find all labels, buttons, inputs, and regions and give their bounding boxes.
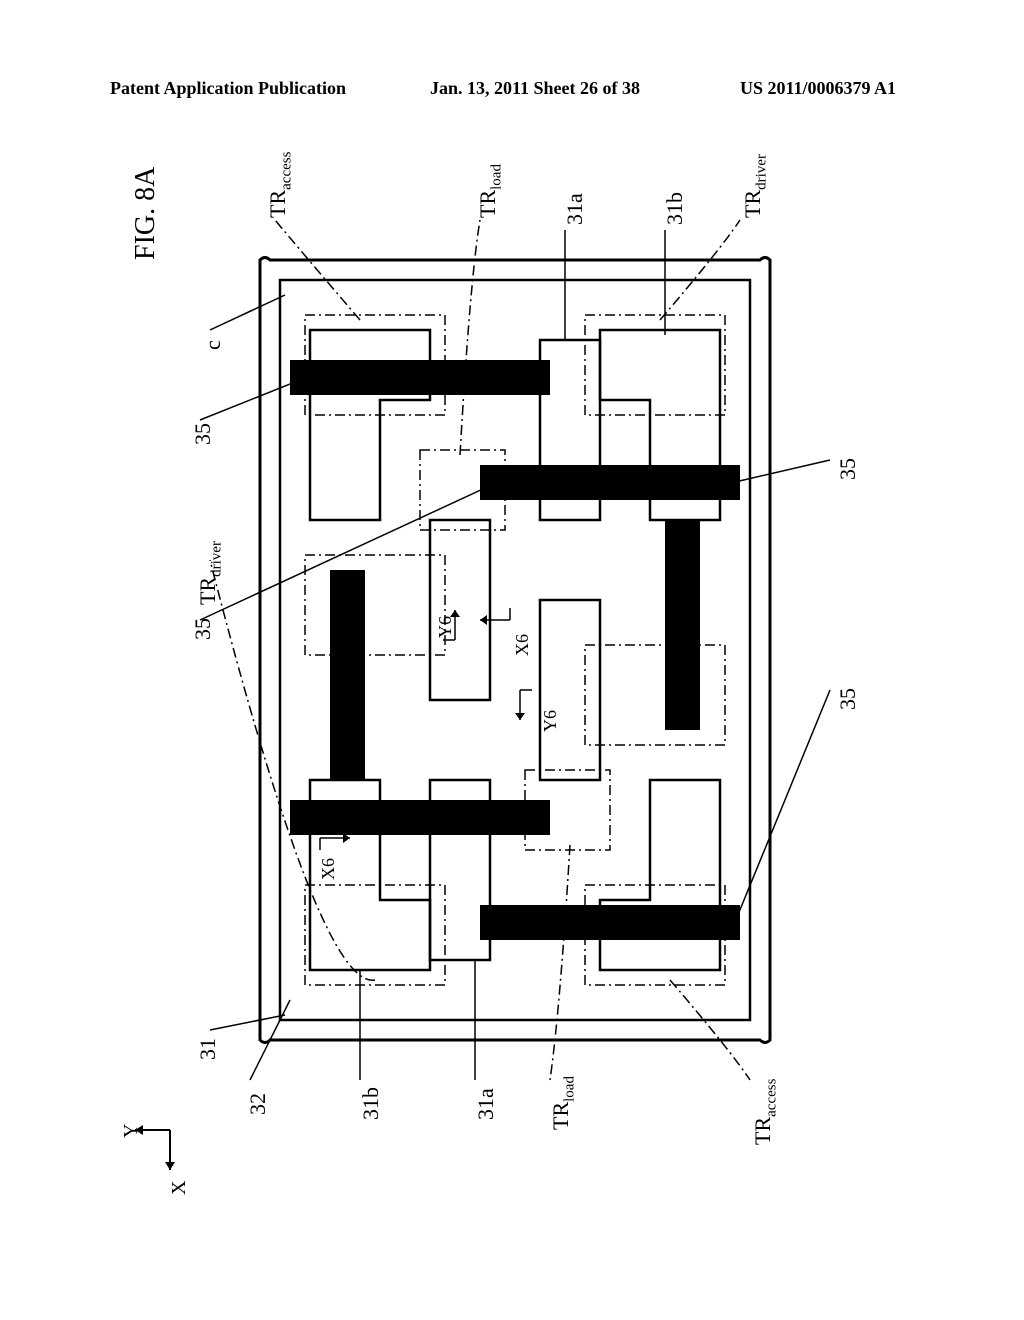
gate-vert-right: [665, 520, 700, 730]
label-tr-load-b: TRload: [548, 1076, 578, 1130]
tr-box-mr: [585, 645, 725, 745]
header-center: Jan. 13, 2011 Sheet 26 of 38: [430, 78, 640, 99]
figure-8a: FIG. 8A: [80, 160, 940, 1240]
label-35-3: 35: [835, 458, 861, 480]
label-y-axis: Y: [120, 1124, 143, 1138]
gate-35-top-left: [290, 360, 550, 395]
active-region-tl: [310, 330, 430, 520]
label-tr-load-t: TRload: [475, 164, 505, 218]
label-31a-t: 31a: [562, 193, 588, 225]
header-left: Patent Application Publication: [110, 78, 346, 99]
leader-tr-load-b: [550, 845, 570, 1080]
active-region-center-right: [540, 600, 600, 780]
active-region-br: [600, 780, 720, 970]
label-35-4: 35: [835, 688, 861, 710]
label-tr-driver-bl: TRdriver: [195, 541, 225, 605]
label-35-2: 35: [190, 618, 216, 640]
leader-c: [210, 295, 285, 330]
tr-box-ml: [305, 555, 445, 655]
leader-tr-driver-tr: [660, 220, 740, 320]
label-tr-access-tl: TRaccess: [265, 152, 295, 218]
label-x-axis: X: [168, 1181, 191, 1195]
leader-31: [210, 1015, 285, 1030]
label-x6-1: X6: [318, 858, 339, 880]
gate-35-bot-left: [290, 800, 550, 835]
label-tr-access-br: TRaccess: [750, 1079, 780, 1145]
gate-vert-left: [330, 570, 365, 780]
leader-35-1: [200, 378, 305, 420]
label-31a-b: 31a: [473, 1088, 499, 1120]
leader-tr-access-tl: [275, 220, 360, 320]
label-x6-2: X6: [512, 634, 533, 656]
label-35-1: 35: [190, 423, 216, 445]
label-y6-1: Y6: [435, 616, 456, 638]
label-31: 31: [195, 1038, 221, 1060]
gate-35-top-right: [480, 465, 740, 500]
label-tr-driver-tr: TRdriver: [740, 154, 770, 218]
x6-arrow-left: [320, 833, 350, 850]
leader-tr-load-t: [460, 220, 480, 455]
gate-35-bot-right: [480, 905, 740, 940]
label-31b-t: 31b: [662, 192, 688, 225]
circuit-diagram-svg: [80, 160, 940, 1240]
label-c: c: [200, 340, 226, 350]
label-31b-b: 31b: [358, 1087, 384, 1120]
x6-arrow-right: [480, 608, 510, 625]
y6-arrow-bot: [515, 690, 532, 720]
header-right: US 2011/0006379 A1: [740, 78, 896, 99]
active-region-center-left: [430, 520, 490, 700]
label-y6-2: Y6: [540, 710, 561, 732]
label-32: 32: [245, 1093, 271, 1115]
leader-tr-access-br: [670, 980, 750, 1080]
